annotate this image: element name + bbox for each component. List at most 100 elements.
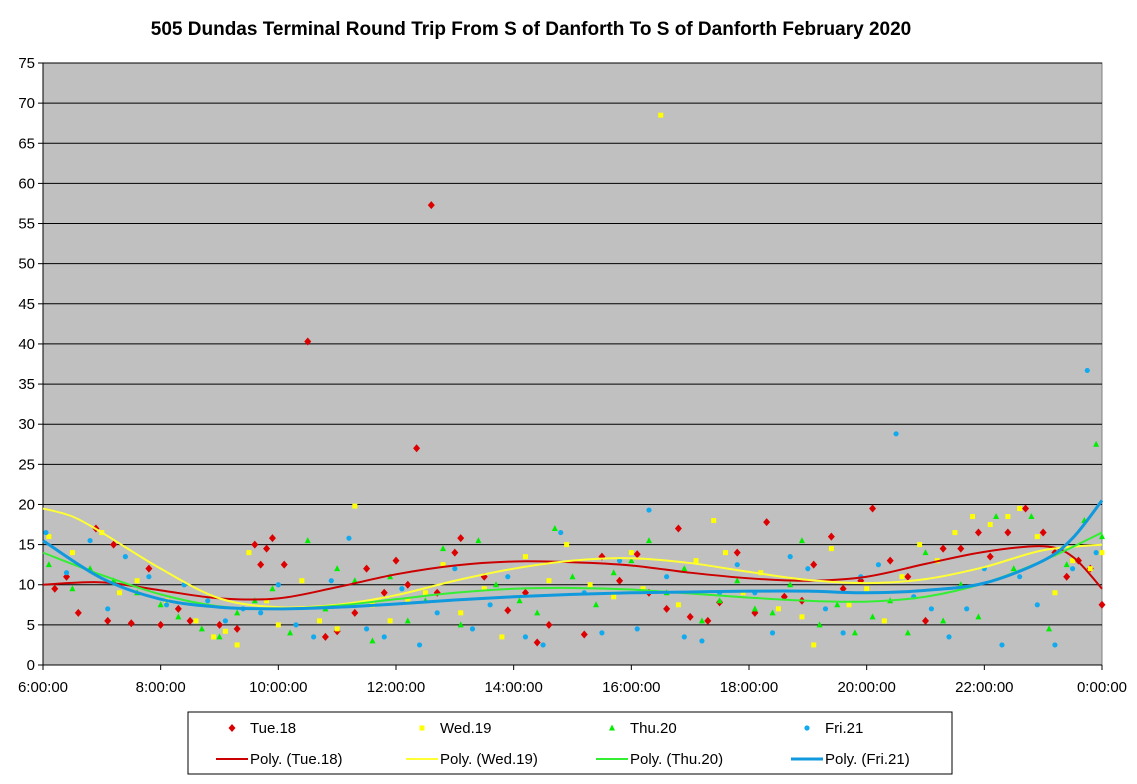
y-tick-label: 20	[18, 496, 35, 513]
data-point	[1017, 505, 1023, 511]
data-point	[351, 608, 359, 617]
data-point	[380, 588, 388, 597]
series-tue-18	[51, 201, 1106, 647]
data-point	[304, 537, 311, 544]
data-point	[63, 570, 70, 576]
data-point	[516, 597, 523, 604]
data-point	[440, 545, 447, 552]
data-point	[674, 524, 682, 533]
data-point	[104, 616, 112, 625]
y-tick-label: 35	[18, 376, 35, 393]
x-tick-label: 14:00:00	[484, 679, 542, 696]
legend-label: Poly. (Wed.19)	[440, 751, 538, 768]
data-point	[740, 590, 746, 596]
data-point	[798, 537, 805, 544]
data-point	[970, 514, 976, 520]
data-point	[451, 548, 459, 557]
data-point	[1093, 550, 1099, 556]
data-point	[504, 606, 512, 615]
data-point	[634, 626, 640, 632]
data-point	[805, 566, 811, 572]
data-point	[893, 431, 899, 437]
data-point	[174, 604, 182, 613]
data-point	[822, 606, 829, 612]
data-point	[834, 601, 841, 608]
x-tick-label: 10:00:00	[249, 679, 307, 696]
data-point	[392, 556, 400, 565]
data-point	[751, 605, 758, 612]
data-point	[1084, 367, 1090, 374]
data-point	[675, 602, 681, 608]
data-point	[304, 337, 312, 346]
data-point	[640, 586, 646, 592]
series-wed-19	[46, 112, 1105, 648]
data-point	[457, 621, 464, 628]
data-point	[875, 562, 882, 568]
data-point	[216, 620, 223, 629]
y-tick-label: 0	[27, 657, 35, 674]
data-point	[704, 616, 712, 625]
data-point	[763, 518, 771, 527]
data-point	[946, 634, 952, 640]
data-point	[610, 569, 617, 576]
data-point	[974, 528, 982, 537]
data-point	[975, 613, 982, 620]
data-point	[551, 525, 558, 532]
data-point	[233, 624, 241, 633]
data-point	[499, 634, 505, 640]
data-point	[864, 586, 870, 592]
data-point	[145, 564, 153, 573]
data-point	[487, 602, 493, 608]
data-point	[646, 507, 652, 513]
x-tick-label: 16:00:00	[602, 679, 660, 696]
data-point	[869, 504, 877, 513]
data-point	[569, 573, 576, 580]
trendline-poly-wed-19	[42, 507, 1103, 609]
data-point	[534, 609, 541, 616]
data-point	[917, 542, 923, 548]
data-point	[1098, 600, 1106, 609]
y-tick-label: 30	[18, 416, 35, 433]
y-tick-label: 40	[18, 336, 35, 353]
data-point	[699, 638, 705, 644]
data-point	[422, 590, 428, 596]
data-point	[846, 602, 852, 608]
data-point	[957, 544, 965, 553]
trendlines	[42, 499, 1104, 611]
x-tick-label: 18:00:00	[720, 679, 778, 696]
legend-marker	[804, 725, 810, 731]
data-point	[317, 618, 323, 624]
data-point	[280, 560, 288, 569]
data-point	[851, 629, 858, 636]
data-point	[940, 617, 947, 624]
data-point	[452, 566, 458, 572]
data-point	[363, 626, 370, 632]
data-point	[275, 622, 281, 628]
data-point	[264, 598, 270, 604]
data-point	[540, 642, 546, 648]
data-point	[663, 604, 671, 613]
data-point	[716, 597, 723, 604]
data-point	[369, 637, 376, 644]
data-point	[681, 565, 688, 572]
legend-label: Wed.19	[440, 720, 491, 737]
data-point	[404, 617, 411, 624]
data-point	[658, 112, 664, 118]
data-point	[134, 578, 140, 584]
y-tick-label: 65	[18, 135, 35, 152]
data-point	[222, 628, 228, 634]
y-tick-label: 45	[18, 296, 35, 313]
data-point	[321, 632, 329, 641]
data-point	[505, 574, 511, 580]
y-tick-label: 50	[18, 256, 35, 273]
data-point	[558, 529, 564, 536]
data-point	[999, 642, 1005, 648]
y-tick-label: 70	[18, 95, 35, 112]
data-point	[1063, 572, 1071, 581]
data-point	[787, 581, 794, 588]
data-point	[986, 552, 994, 561]
data-point	[493, 581, 500, 588]
data-point	[440, 562, 446, 568]
data-point	[481, 586, 487, 592]
data-point	[928, 606, 934, 612]
